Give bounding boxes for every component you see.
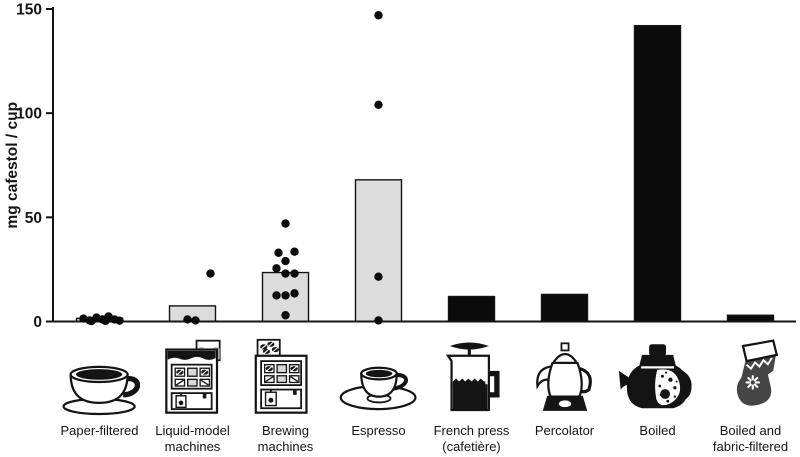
data-point <box>281 311 290 320</box>
percolator-icon <box>520 332 610 420</box>
bar-percolator <box>540 293 589 323</box>
y-tick-label: 100 <box>16 106 42 123</box>
data-point <box>274 248 283 257</box>
category-brewing-machines: Brewing machines <box>239 332 332 455</box>
category-label: Liquid-model machines <box>155 423 230 454</box>
category-label: Paper-filtered <box>60 423 139 438</box>
data-point <box>281 269 290 278</box>
category-row: Paper-filtered Liquid-model machines <box>53 332 797 455</box>
category-boiled: Boiled <box>611 332 704 455</box>
liquid-model-machine-icon <box>148 332 238 420</box>
data-point <box>281 256 290 266</box>
category-paper-filtered: Paper-filtered <box>53 332 146 455</box>
brewing-machine-icon <box>241 332 331 420</box>
data-point <box>374 316 383 325</box>
data-point <box>290 269 299 278</box>
french-press-icon <box>427 332 517 420</box>
y-tick-label: 50 <box>25 210 42 227</box>
y-tick-label: 0 <box>33 314 42 331</box>
category-label: Espresso <box>351 423 406 438</box>
category-percolator: Percolator <box>518 332 611 455</box>
bar-boiled <box>633 24 682 323</box>
data-point <box>374 11 383 20</box>
data-point <box>272 291 281 300</box>
data-point <box>281 291 290 300</box>
data-point <box>115 316 124 325</box>
data-point <box>290 247 299 256</box>
data-point <box>183 315 192 324</box>
category-liquid-model-machines: Liquid-model machines <box>146 332 239 455</box>
data-point <box>272 264 281 273</box>
data-point <box>191 316 200 325</box>
plot-area: 0 50 100 150 mg cafestol / cup <box>4 2 796 331</box>
espresso-cup-icon <box>334 332 424 420</box>
fabric-sock-icon <box>706 332 796 420</box>
data-point <box>290 289 299 298</box>
data-point <box>87 316 96 326</box>
category-boiled-fabric-filtered: Boiled and fabric-filtered <box>704 332 797 455</box>
data-point <box>101 316 110 326</box>
bar-french-press <box>447 295 496 323</box>
data-point <box>281 219 290 228</box>
data-point <box>374 272 383 281</box>
boiled-pot-icon <box>613 332 703 420</box>
category-label: Boiled <box>639 423 676 438</box>
category-label: Percolator <box>534 423 595 438</box>
category-espresso: Espresso <box>332 332 425 455</box>
cup-and-saucer-icon <box>55 332 145 420</box>
data-point <box>206 269 215 278</box>
y-tick-label: 150 <box>16 2 42 19</box>
category-french-press: French press (cafetière) <box>425 332 518 455</box>
category-label: Brewing machines <box>257 423 314 454</box>
data-point <box>374 100 383 110</box>
category-label: Boiled and fabric-filtered <box>712 423 789 454</box>
category-label: French press (cafetière) <box>433 423 510 454</box>
bar-espresso <box>354 179 403 323</box>
y-axis-label: mg cafestol / cup <box>4 102 21 229</box>
